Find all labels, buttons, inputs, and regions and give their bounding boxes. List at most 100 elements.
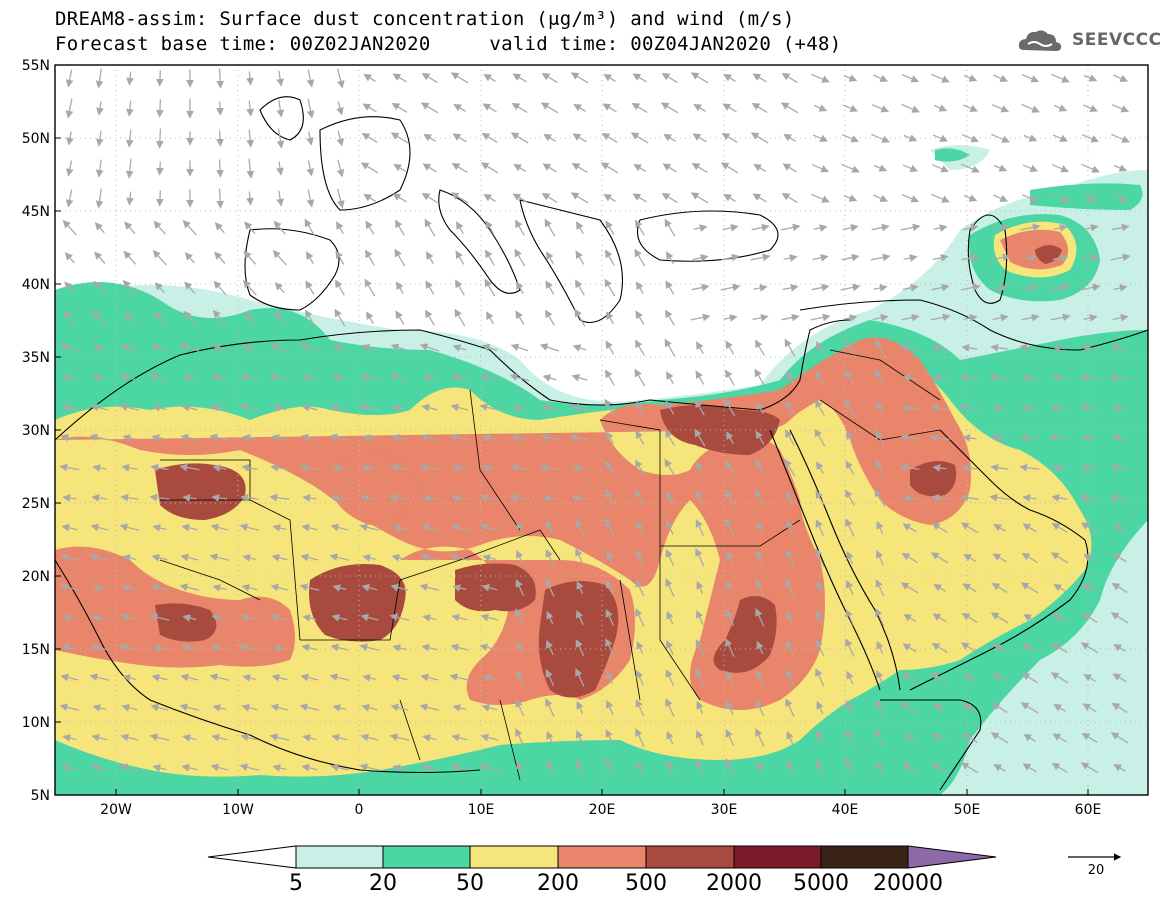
wind-arrow-icon [902,164,919,172]
wind-arrow-icon [181,643,198,652]
wind-arrow-icon [1113,523,1126,532]
wind-arrow-icon [696,341,704,354]
wind-arrow-icon [899,463,920,472]
wind-arrow-icon [539,343,560,352]
wind-arrow-icon [751,102,768,113]
wind-arrow-icon [216,101,224,116]
wind-arrow-icon [336,188,345,209]
wind-arrow-icon [422,163,437,173]
wind-arrow-icon [60,553,79,562]
wind-arrow-icon [960,373,979,382]
wind-arrow-icon [301,523,318,532]
wind-arrow-icon [1112,194,1129,202]
wind-arrow-icon [989,493,1010,502]
wind-arrow-icon [665,280,675,295]
wind-arrow-icon [752,193,767,203]
lat-label: 55N [22,58,50,74]
wind-arrow-icon [126,191,134,206]
wind-arrow-icon [605,638,615,657]
wind-arrow-icon [1109,493,1130,502]
wind-arrow-icon [59,343,80,352]
wind-arrow-icon [216,159,225,178]
wind-arrow-icon [636,401,644,414]
wind-arrow-icon [179,463,200,472]
wind-arrow-icon [422,614,437,622]
wind-arrow-icon [274,311,286,325]
wind-arrow-icon [991,702,1008,713]
wind-arrow-icon [541,403,558,412]
wind-arrow-icon [930,552,949,564]
wind-arrow-icon [420,433,439,442]
wind-arrow-icon [272,524,287,532]
wind-arrow-icon [842,223,859,232]
wind-arrow-icon [1112,74,1129,82]
wind-arrow-icon [816,580,824,595]
wind-arrow-icon [576,580,584,595]
wind-arrow-icon [211,613,228,622]
wind-arrow-icon [273,220,287,235]
wind-arrow-icon [665,400,675,415]
wind-arrow-icon [784,338,796,357]
colorbar: 5 20 50 200 500 2000 5000 20000 [207,845,997,896]
wind-arrow-icon [182,614,197,622]
wind-arrow-icon [810,313,831,322]
wind-arrow-icon [545,669,555,686]
wind-arrow-icon [902,283,919,292]
wind-arrow-icon [963,673,976,682]
wind-arrow-icon [272,764,287,772]
wind-arrow-icon [725,489,735,506]
wind-arrow-icon [151,553,168,562]
wind-arrow-icon [336,159,345,178]
wind-arrow-icon [750,132,769,144]
wind-arrow-icon [150,343,169,352]
wind-arrow-icon [990,612,1009,624]
wind-arrow-icon [755,430,765,445]
wind-arrow-icon [512,73,527,83]
wind-arrow-icon [961,343,978,352]
wind-arrow-icon [152,404,167,412]
colorbar-max-triangle [907,845,997,869]
wind-arrow-icon [330,643,349,652]
wind-arrow-icon [511,102,528,113]
wind-arrow-icon [180,433,199,442]
wind-arrow-icon [1081,343,1098,352]
wind-arrow-icon [930,403,949,412]
wind-arrow-icon [810,193,830,203]
wind-arrow-icon [60,673,79,682]
colorbar-bin-4 [557,845,647,869]
wind-arrow-icon [95,188,104,209]
wind-arrow-icon [450,192,469,204]
wind-arrow-icon [726,579,734,596]
wind-arrow-icon [661,192,678,203]
wind-arrow-icon [1053,703,1066,712]
wind-arrow-icon [1051,283,1070,292]
wind-arrow-icon [211,733,228,742]
wind-arrow-icon [845,518,855,537]
wind-arrow-icon [1023,733,1036,742]
wind-arrow-icon [306,189,315,208]
wind-arrow-icon [120,493,139,502]
wind-arrow-icon [392,644,407,652]
wind-arrow-icon [991,582,1008,593]
wind-arrow-icon [540,102,559,114]
wind-arrow-icon [246,129,255,148]
wind-arrow-icon [725,609,735,626]
wind-arrow-icon [331,733,348,742]
wind-arrow-icon [93,280,107,295]
wind-arrow-icon [992,194,1009,202]
wind-arrow-icon [156,99,164,118]
wind-arrow-icon [780,223,801,232]
wind-arrow-icon [389,493,410,502]
wind-arrow-icon [812,253,829,262]
wind-arrow-icon [725,758,735,777]
wind-arrow-icon [182,374,197,382]
wind-arrow-icon [783,133,796,142]
wind-arrow-icon [421,523,438,532]
wind-arrow-icon [1052,613,1067,623]
wind-arrow-icon [270,703,289,712]
wind-arrow-icon [65,160,74,177]
wind-arrow-icon [301,763,318,772]
wind-arrow-icon [362,554,377,562]
wind-arrow-icon [696,461,704,474]
wind-arrow-icon [542,163,557,173]
